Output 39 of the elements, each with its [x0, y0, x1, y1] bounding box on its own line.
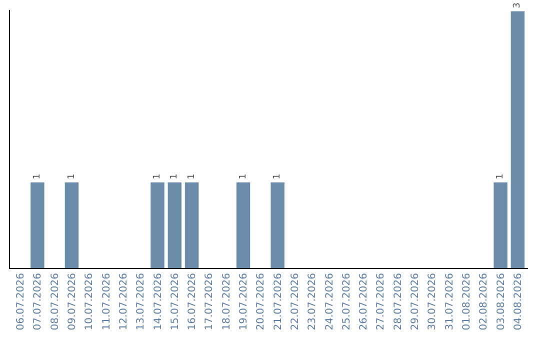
x-tick-label: 27.07.2026 [376, 273, 387, 330]
x-tick-label: 03.08.2026 [496, 273, 507, 330]
x-tick-label: 01.08.2026 [462, 273, 472, 330]
x-tick-label: 20.07.2026 [256, 273, 267, 330]
data-label: 1 [496, 174, 506, 180]
x-tick-label: 07.07.2026 [32, 273, 44, 330]
data-label: 1 [32, 174, 42, 180]
x-tick-label: 04.08.2026 [512, 273, 524, 330]
x-tick-label: 02.08.2026 [478, 273, 490, 330]
data-label: 1 [66, 174, 77, 180]
x-tick-label: 30.07.2026 [427, 273, 438, 330]
x-tick-label: 25.07.2026 [341, 273, 352, 330]
x-tick-label: 28.07.2026 [392, 273, 404, 330]
x-tick-label: 21.07.2026 [272, 273, 284, 330]
x-tick-label: 15.07.2026 [170, 273, 181, 330]
x-tick-label: 19.07.2026 [238, 273, 250, 330]
x-tick-label: 24.07.2026 [324, 273, 336, 330]
x-tick-label: 29.07.2026 [410, 273, 422, 330]
data-label: 1 [186, 174, 197, 180]
x-tick-label: 12.07.2026 [118, 273, 130, 330]
x-tick-label: 13.07.2026 [136, 273, 147, 330]
x-tick-label: 14.07.2026 [152, 273, 164, 330]
x-tick-label: 11.07.2026 [101, 273, 112, 330]
x-tick-label: 22.07.2026 [290, 273, 301, 330]
x-tick-label: 23.07.2026 [307, 273, 318, 330]
x-tick-label: 17.07.2026 [204, 273, 216, 330]
x-tick-label: 10.07.2026 [84, 273, 96, 330]
x-tick-label: 08.07.2026 [50, 273, 61, 330]
data-label: 1 [238, 174, 248, 180]
data-label: 3 [512, 2, 523, 8]
data-label: 1 [152, 174, 163, 180]
data-label: 1 [272, 174, 283, 180]
data-label: 1 [170, 174, 180, 180]
x-tick-label: 16.07.2026 [187, 273, 198, 330]
x-tick-label: 06.07.2026 [16, 273, 27, 330]
x-tick-label: 18.07.2026 [221, 273, 232, 330]
x-tick-label: 09.07.2026 [67, 273, 78, 330]
x-tick-label: 31.07.2026 [444, 273, 456, 330]
x-tick-label: 26.07.2026 [358, 273, 370, 330]
